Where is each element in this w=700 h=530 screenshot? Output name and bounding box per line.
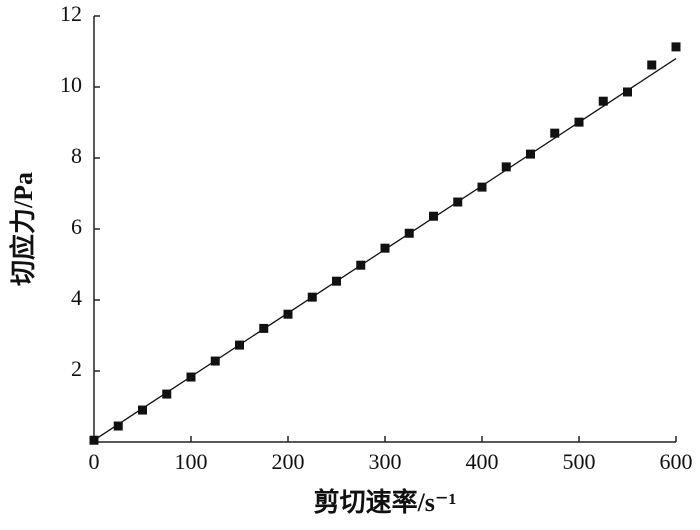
y-tick-label: 10 <box>60 72 82 97</box>
data-point <box>356 260 366 270</box>
data-point <box>477 182 487 192</box>
x-tick-label: 400 <box>466 449 499 474</box>
x-tick-label: 500 <box>563 449 596 474</box>
data-point <box>332 276 341 286</box>
x-tick-label: 300 <box>369 449 402 474</box>
data-point <box>210 356 220 366</box>
x-tick-label: 200 <box>272 449 305 474</box>
data-point <box>647 60 657 70</box>
data-point <box>89 435 99 445</box>
data-point <box>429 211 438 221</box>
data-point <box>550 128 560 138</box>
data-point <box>404 228 414 238</box>
y-tick-label: 2 <box>71 356 82 381</box>
data-point <box>307 292 317 302</box>
data-point <box>162 389 172 399</box>
y-tick-label: 12 <box>60 1 82 26</box>
data-point <box>283 309 293 319</box>
data-point <box>453 197 463 207</box>
data-point <box>186 372 196 382</box>
y-tick-label: 8 <box>71 143 82 168</box>
data-point <box>380 243 390 253</box>
data-point <box>598 96 608 106</box>
y-tick-label: 6 <box>71 214 82 239</box>
x-tick-label: 0 <box>89 449 100 474</box>
data-point <box>501 162 511 172</box>
data-point <box>671 42 681 52</box>
data-point <box>235 340 244 350</box>
data-point <box>113 421 123 431</box>
data-point <box>259 323 269 333</box>
data-point <box>574 117 584 127</box>
data-point <box>138 405 147 415</box>
data-point <box>526 149 535 159</box>
data-point <box>623 87 632 97</box>
x-tick-label: 600 <box>660 449 693 474</box>
y-tick-label: 4 <box>71 285 82 310</box>
y-axis-title: 切应力/Pa <box>8 172 38 286</box>
x-tick-label: 100 <box>175 449 208 474</box>
x-axis-title: 剪切速率/s⁻¹ <box>314 487 457 517</box>
